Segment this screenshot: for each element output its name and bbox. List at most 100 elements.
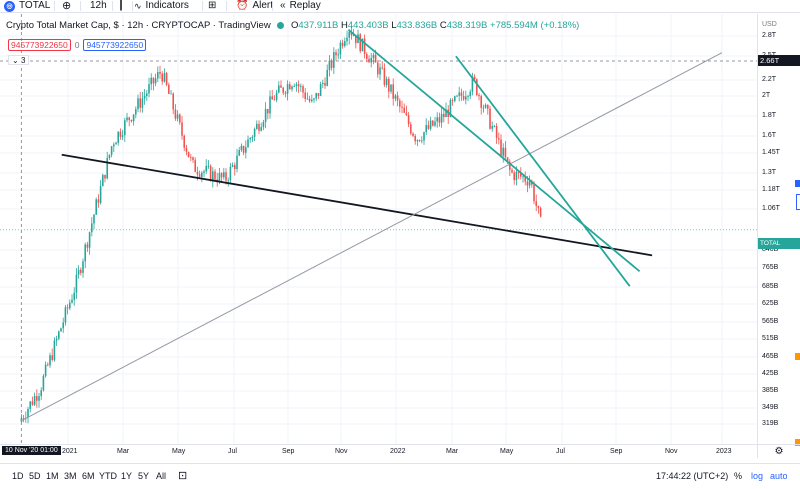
candle-body <box>231 165 234 167</box>
candle-body <box>396 95 399 101</box>
range-button-1m[interactable]: 1M <box>46 471 59 481</box>
chevron-down-icon: ⌄ <box>12 56 21 65</box>
candle-body <box>249 138 252 140</box>
clock-label[interactable]: 17:44:22 (UTC+2) <box>656 471 729 481</box>
range-button-1y[interactable]: 1Y <box>121 471 133 481</box>
candle-body <box>341 42 344 46</box>
candle-body <box>209 165 212 181</box>
range-button-5y[interactable]: 5Y <box>138 471 150 481</box>
candle-body <box>132 114 135 122</box>
chart-type-button[interactable]: ┃ <box>118 0 124 12</box>
candle-body <box>425 125 428 133</box>
candle-body <box>139 98 142 108</box>
candle-body <box>99 186 102 203</box>
compare-add-button[interactable]: ⊕ <box>62 0 71 12</box>
price-axis[interactable]: USD 2.8T2.5T2.2T2T1.8T1.6T1.45T1.3T1.18T… <box>757 14 800 458</box>
trendline-black <box>61 153 653 257</box>
candle-body <box>524 176 527 182</box>
price-tick-label: 319B <box>762 420 779 427</box>
price-tick-label: 2T <box>762 92 771 99</box>
candle-body <box>53 340 56 360</box>
candle-body <box>403 107 406 113</box>
candle-body <box>313 98 315 100</box>
range-button-ytd[interactable]: YTD <box>99 471 117 481</box>
currency-label: USD <box>762 21 777 28</box>
orange-marker[interactable] <box>795 353 800 360</box>
candle-body <box>427 125 430 129</box>
candle-body <box>242 145 245 153</box>
grid-icon: ⊞ <box>208 0 217 11</box>
crosshair-price-tag: 2.66T <box>758 55 800 66</box>
candle-body <box>77 269 80 275</box>
candle-body <box>73 292 76 300</box>
candle-body <box>528 181 531 186</box>
sell-button[interactable]: 945773922650 <box>8 39 71 51</box>
chart-settings-button[interactable]: ⚙ <box>757 444 800 458</box>
candle-body <box>407 115 410 125</box>
candle-body <box>359 34 362 52</box>
percent-toggle[interactable]: % <box>734 471 743 481</box>
candle-body <box>161 73 164 82</box>
orange-marker-2[interactable] <box>795 439 800 446</box>
indicators-button[interactable]: ∿ Indicators <box>134 0 189 12</box>
indicator-count: 3 <box>20 56 26 65</box>
chart-canvas[interactable] <box>0 14 757 444</box>
candle-body <box>432 120 434 126</box>
candle-body <box>234 165 236 170</box>
candle-body <box>47 364 49 366</box>
candle-body <box>229 166 232 181</box>
buy-button[interactable]: 945773922650 <box>83 39 147 51</box>
candle-body <box>363 38 366 55</box>
replay-icon: « <box>280 0 286 11</box>
candle-body <box>192 157 194 161</box>
range-button-all[interactable]: All <box>156 471 167 481</box>
candle-body <box>289 84 291 90</box>
candle-body <box>493 126 496 127</box>
candle-body <box>513 172 516 181</box>
candle-body <box>471 76 474 92</box>
range-button-1d[interactable]: 1D <box>12 471 24 481</box>
candle-body <box>71 299 73 303</box>
interval-button[interactable]: 12h <box>90 0 107 12</box>
candle-body <box>484 104 487 108</box>
candle-body <box>150 77 153 85</box>
price-range-marker[interactable] <box>796 194 800 210</box>
auto-toggle[interactable]: auto <box>770 471 788 481</box>
range-button-3m[interactable]: 3M <box>64 471 77 481</box>
alert-marker[interactable] <box>795 180 800 187</box>
candle-body <box>383 68 386 85</box>
date-range-icon[interactable]: ⊡ <box>178 470 188 482</box>
legend-collapse-button[interactable]: ⌄ 3 <box>8 55 30 65</box>
candle-body <box>62 322 65 329</box>
candle-body <box>113 144 115 147</box>
candle-body <box>506 157 509 162</box>
time-axis[interactable]: 2021 Mar May Jul Sep Nov 2022 Mar May Jul Sep Nov 20… <box>0 444 757 458</box>
price-tick-label: 425B <box>762 370 779 377</box>
candle-body <box>40 390 43 397</box>
alert-button[interactable]: ⏰ Alert <box>236 0 273 12</box>
candle-body <box>416 140 419 142</box>
candle-body <box>539 207 542 217</box>
range-button-6m[interactable]: 6M <box>82 471 95 481</box>
symbol-search-button[interactable]: ◎ TOTAL <box>4 0 50 12</box>
candle-body <box>372 54 375 58</box>
price-tick-label: 1.3T <box>762 169 777 176</box>
range-button-5d[interactable]: 5D <box>29 471 41 481</box>
replay-button[interactable]: « Replay <box>280 0 321 12</box>
candle-body <box>44 364 47 377</box>
candle-body <box>511 169 513 173</box>
candle-body <box>104 174 106 179</box>
layouts-button[interactable]: ⊞ <box>208 0 216 12</box>
price-tick-label: 685B <box>762 283 779 290</box>
candle-body <box>498 138 500 140</box>
candle-body <box>500 139 502 156</box>
chart-pane[interactable] <box>0 14 757 458</box>
candle-body <box>401 106 403 108</box>
candle-body <box>379 67 381 75</box>
price-tick-label: 1.18T <box>762 186 780 193</box>
candle-body <box>126 117 128 121</box>
crosshair-price: 2.66T <box>760 56 780 65</box>
log-toggle[interactable]: log <box>751 471 764 481</box>
candle-body <box>469 91 472 97</box>
candle-body <box>33 396 36 405</box>
